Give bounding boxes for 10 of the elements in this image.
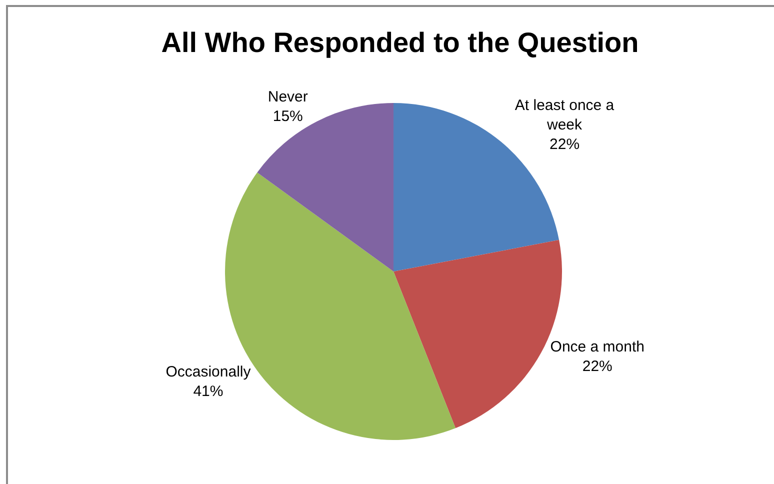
slice-label: Occasionally xyxy=(166,363,252,380)
chart-title: All Who Responded to the Question xyxy=(161,26,639,58)
data-label: 41% xyxy=(193,382,224,400)
data-label: 15% xyxy=(272,108,303,126)
slice-label: At least once a week xyxy=(514,97,615,134)
pie-slice xyxy=(257,103,394,272)
data-label: 22% xyxy=(582,358,612,376)
slice-label: Never xyxy=(268,88,308,106)
data-label: 22% xyxy=(550,136,580,154)
slice-label: Once a month xyxy=(550,338,644,356)
